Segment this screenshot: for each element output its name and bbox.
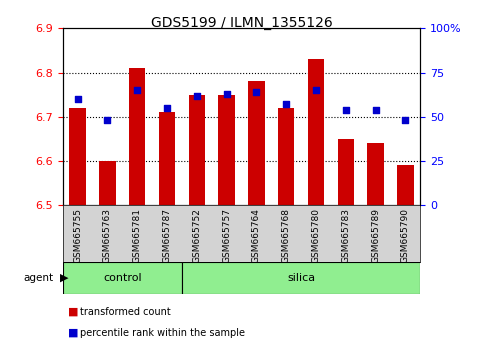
Text: ▶: ▶ [60, 273, 69, 283]
Bar [397, 165, 413, 205]
Text: agent: agent [23, 273, 53, 283]
FancyBboxPatch shape [182, 262, 420, 294]
Text: GSM665764: GSM665764 [252, 208, 261, 263]
Bar [338, 139, 354, 205]
Bar [189, 95, 205, 205]
Bar [368, 143, 384, 205]
FancyBboxPatch shape [63, 262, 182, 294]
Text: GSM665789: GSM665789 [371, 208, 380, 263]
Point [163, 105, 171, 111]
Bar [99, 161, 115, 205]
Point [372, 107, 380, 113]
Text: ■: ■ [68, 307, 78, 316]
Text: GDS5199 / ILMN_1355126: GDS5199 / ILMN_1355126 [151, 16, 332, 30]
Text: GSM665790: GSM665790 [401, 208, 410, 263]
Point [253, 89, 260, 95]
Point [401, 118, 409, 123]
Bar [218, 95, 235, 205]
Bar [70, 108, 86, 205]
Text: GSM665755: GSM665755 [73, 208, 82, 263]
Bar [129, 68, 145, 205]
Point [133, 87, 141, 93]
Text: transformed count: transformed count [80, 307, 170, 316]
Bar [308, 59, 324, 205]
Text: ■: ■ [68, 328, 78, 338]
Bar [278, 108, 294, 205]
Text: control: control [103, 273, 142, 283]
Point [193, 93, 201, 98]
Text: GSM665757: GSM665757 [222, 208, 231, 263]
Point [342, 107, 350, 113]
Text: GSM665780: GSM665780 [312, 208, 320, 263]
Text: GSM665763: GSM665763 [103, 208, 112, 263]
Bar [159, 112, 175, 205]
Text: GSM665783: GSM665783 [341, 208, 350, 263]
Text: GSM665787: GSM665787 [163, 208, 171, 263]
Text: GSM665768: GSM665768 [282, 208, 291, 263]
Text: silica: silica [287, 273, 315, 283]
Bar [248, 81, 265, 205]
Point [74, 96, 82, 102]
Text: GSM665752: GSM665752 [192, 208, 201, 263]
Text: percentile rank within the sample: percentile rank within the sample [80, 328, 245, 338]
Point [282, 102, 290, 107]
Point [104, 118, 112, 123]
Point [223, 91, 230, 97]
Point [312, 87, 320, 93]
Text: GSM665781: GSM665781 [133, 208, 142, 263]
